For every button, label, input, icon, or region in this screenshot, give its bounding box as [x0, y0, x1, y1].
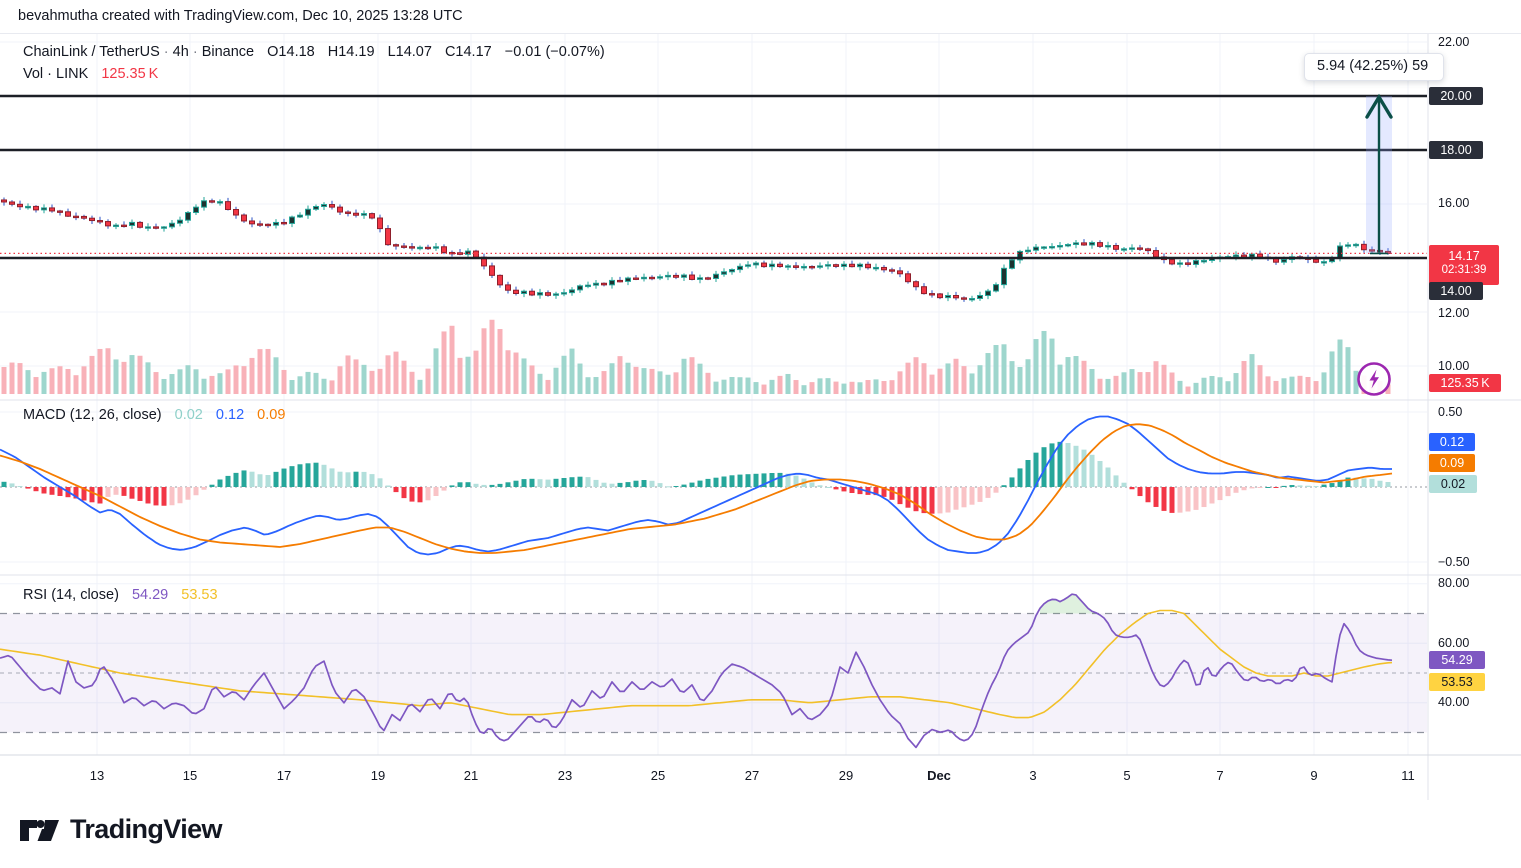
price-axis-label: 12.00 — [1438, 306, 1470, 320]
time-axis-label: 21 — [463, 768, 479, 783]
time-axis-label: 11 — [1401, 768, 1415, 783]
volume-value: 125.35 K — [101, 66, 159, 82]
volume-legend[interactable]: Vol · LINK 125.35 K — [23, 66, 158, 82]
time-axis-label: 17 — [276, 768, 292, 783]
measure-tooltip: 5.94 (42.25%) 59 — [1304, 53, 1444, 81]
time-axis-label: 29 — [838, 768, 854, 783]
axis-value-badge: 18.00 — [1429, 141, 1483, 159]
time-axis-label: 15 — [182, 768, 198, 783]
time-axis-label: 25 — [650, 768, 666, 783]
price-axis-label: 22.00 — [1438, 35, 1470, 49]
time-axis-label: 7 — [1216, 768, 1224, 783]
tradingview-mark-icon — [20, 819, 59, 841]
attribution-text: bevahmutha created with TradingView.com,… — [18, 8, 463, 24]
time-axis-label: 3 — [1029, 768, 1037, 783]
rsi-ma-value: 53.53 — [181, 587, 218, 603]
countdown-timer: 02:31:39 — [1441, 264, 1487, 277]
axis-value-badge: 53.53 — [1429, 673, 1485, 691]
time-axis-label: 19 — [370, 768, 386, 783]
rsi-legend[interactable]: RSI (14, close) 54.29 53.53 — [23, 587, 218, 603]
macd-hist-value: 0.02 — [174, 407, 203, 423]
price-axis-label: 60.00 — [1438, 636, 1470, 650]
price-axis-label: 0.50 — [1438, 405, 1463, 419]
tradingview-logo[interactable]: TradingView — [18, 814, 223, 845]
macd-signal-value: 0.09 — [257, 407, 286, 423]
axis-value-badge: 0.09 — [1429, 454, 1475, 472]
axis-value-badge: 0.02 — [1429, 475, 1477, 493]
ohlc-high: H14.19 — [327, 44, 375, 60]
time-axis-label: 27 — [744, 768, 760, 783]
price-axis-label: 40.00 — [1438, 695, 1470, 709]
price-axis-label: −0.50 — [1438, 555, 1470, 569]
axis-value-badge: 14.00 — [1429, 282, 1483, 300]
header-bar: bevahmutha created with TradingView.com,… — [0, 0, 1521, 34]
time-axis-label: 13 — [89, 768, 105, 783]
symbol-title[interactable]: ChainLink / TetherUS — [23, 44, 160, 60]
ohlc-low: L14.07 — [387, 44, 432, 60]
brand-name: TradingView — [70, 814, 223, 844]
price-axis-label: 10.00 — [1438, 359, 1470, 373]
ohlc-open: O14.18 — [267, 44, 315, 60]
axis-value-badge: 0.12 — [1429, 433, 1475, 451]
price-axis-label: 16.00 — [1438, 196, 1470, 210]
rsi-title[interactable]: RSI (14, close) — [23, 587, 119, 603]
macd-title[interactable]: MACD (12, 26, close) — [23, 407, 162, 423]
axis-value-badge: 20.00 — [1429, 87, 1483, 105]
change-value: −0.01 (−0.07%) — [504, 44, 605, 60]
time-axis-label: 23 — [557, 768, 573, 783]
rsi-value: 54.29 — [131, 587, 169, 603]
symbol-legend[interactable]: ChainLink / TetherUS · 4h · Binance O14.… — [23, 44, 605, 60]
interval-label[interactable]: 4h — [172, 44, 189, 60]
macd-line-value: 0.12 — [215, 407, 245, 423]
volume-label: Vol · LINK — [23, 66, 89, 82]
price-axis-label: 80.00 — [1438, 576, 1470, 590]
current-price-badge: 14.17 02:31:39 — [1429, 245, 1499, 285]
boost-button[interactable] — [1355, 360, 1393, 398]
axis-value-badge: 54.29 — [1429, 651, 1485, 669]
exchange-label: Binance — [201, 44, 255, 60]
lightning-icon — [1357, 362, 1391, 396]
time-axis-label: 9 — [1310, 768, 1318, 783]
time-axis-label: 5 — [1123, 768, 1131, 783]
volume-badge: 125.35 K — [1429, 374, 1501, 392]
time-axis-label: Dec — [927, 768, 951, 783]
macd-legend[interactable]: MACD (12, 26, close) 0.02 0.12 0.09 — [23, 407, 285, 423]
ohlc-close: C14.17 — [444, 44, 492, 60]
